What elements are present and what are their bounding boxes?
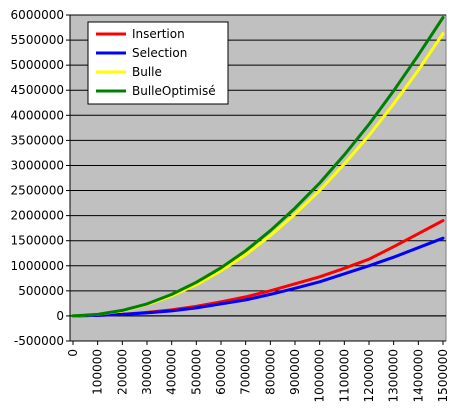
y-tick-label: -500000 [14,334,64,348]
y-tick-label: 2500000 [11,184,64,198]
x-tick-label: 1500000 [436,349,450,402]
x-tick-label: 900000 [288,349,302,395]
y-tick-label: 3000000 [11,158,64,172]
y-tick-label: 1000000 [11,259,64,273]
x-tick-label: 400000 [165,349,179,395]
y-tick-label: 2000000 [11,209,64,223]
y-tick-label: 1500000 [11,234,64,248]
x-tick-label: 1200000 [362,349,376,402]
y-tick-label: 3500000 [11,133,64,147]
x-tick-label: 500000 [189,349,203,395]
x-tick-label: 1100000 [337,349,351,402]
x-tick-label: 0 [66,349,80,357]
y-tick-label: 5500000 [11,33,64,47]
x-axis-tick-labels: 0 100000 200000 300000 400000 500000 600000 700… [66,349,450,402]
x-tick-label: 1300000 [387,349,401,402]
y-tick-label: 4500000 [11,83,64,97]
legend-label: Bulle [132,65,162,79]
x-tick-label: 700000 [239,349,253,395]
series-lines [71,16,445,318]
x-tick-label: 100000 [91,349,105,395]
legend-label: Insertion [132,27,185,41]
legend-label: Selection [132,46,187,60]
x-tick-label: 300000 [140,349,154,395]
y-tick-label: 4000000 [11,108,64,122]
x-tick-label: 600000 [214,349,228,395]
series-line-bulleoptimis- [71,16,445,318]
legend-label: BulleOptimisé [132,84,216,98]
legend: Insertion Selection Bulle BulleOptimisé [87,21,229,105]
y-tick-label: 500000 [18,284,64,298]
x-tick-label: 1000000 [313,349,327,402]
y-tick-label: 5000000 [11,58,64,72]
y-tick-label: 0 [56,309,64,323]
axes [66,14,446,345]
y-axis-tick-labels: -500000 0 500000 1000000 1500000 2000000 25000… [11,8,64,348]
x-tick-label: 200000 [115,349,129,395]
y-tick-label: 6000000 [11,8,64,22]
x-tick-label: 1400000 [411,349,425,402]
series-line-selection [71,236,445,318]
x-tick-label: 800000 [263,349,277,395]
